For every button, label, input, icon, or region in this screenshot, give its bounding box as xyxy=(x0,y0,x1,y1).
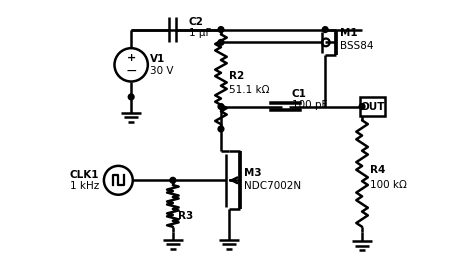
Circle shape xyxy=(218,126,224,132)
Circle shape xyxy=(218,104,224,109)
Text: 51.1 kΩ: 51.1 kΩ xyxy=(229,85,270,96)
Text: 100 kΩ: 100 kΩ xyxy=(370,180,407,190)
FancyBboxPatch shape xyxy=(360,97,385,116)
Text: 100 pF: 100 pF xyxy=(292,100,327,110)
Text: 30 V: 30 V xyxy=(150,65,174,76)
Circle shape xyxy=(170,177,176,183)
Text: V1: V1 xyxy=(150,54,165,64)
Circle shape xyxy=(359,104,365,109)
Text: C2: C2 xyxy=(189,16,204,27)
Circle shape xyxy=(218,39,224,45)
Text: R3: R3 xyxy=(178,211,193,221)
Text: 1 μF: 1 μF xyxy=(189,28,211,38)
Text: R2: R2 xyxy=(229,71,244,81)
Circle shape xyxy=(128,94,134,100)
Text: M3: M3 xyxy=(244,168,262,178)
Text: M1: M1 xyxy=(340,28,358,38)
Text: OUT: OUT xyxy=(360,102,385,112)
Text: 1 kHz: 1 kHz xyxy=(70,181,99,191)
Text: −: − xyxy=(125,64,137,78)
Text: NDC7002N: NDC7002N xyxy=(244,181,301,191)
Circle shape xyxy=(218,27,224,32)
Text: C1: C1 xyxy=(292,89,306,99)
Text: +: + xyxy=(127,53,136,63)
Text: BSS84: BSS84 xyxy=(340,41,374,51)
Text: CLK1: CLK1 xyxy=(70,170,99,179)
Text: R4: R4 xyxy=(370,165,385,175)
Circle shape xyxy=(322,27,328,32)
